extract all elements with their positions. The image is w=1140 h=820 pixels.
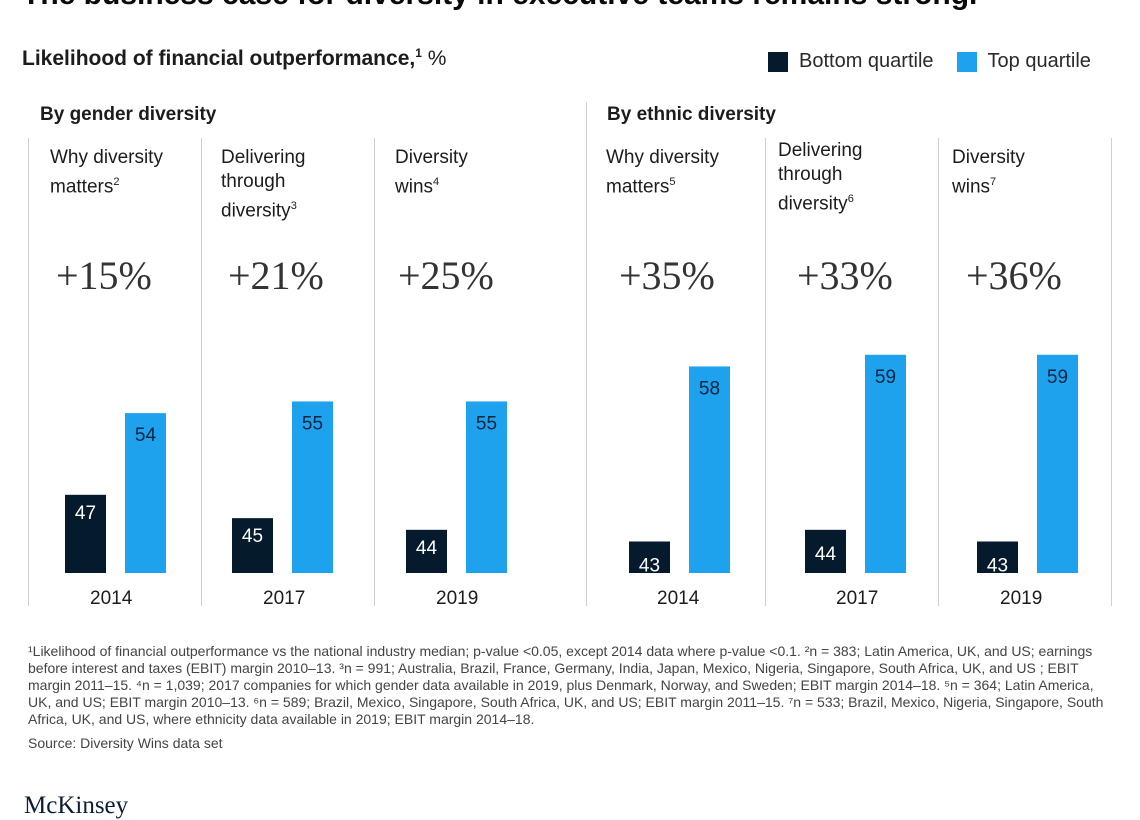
panel-label: Delivering through diversity6: [778, 139, 862, 216]
panel-divider: [765, 138, 766, 606]
bar-value-bottom: 47: [75, 503, 96, 524]
bar-bottom-quartile: [65, 494, 106, 573]
panel-footnote-ref: 3: [290, 200, 297, 212]
group-title-ethnic: By ethnic diversity: [607, 104, 776, 125]
panel-label-line: Delivering: [221, 147, 306, 168]
bar-top-quartile: [125, 413, 166, 573]
outperformance-pct: +35%: [619, 253, 715, 298]
source-note: Source: Diversity Wins data set: [28, 735, 223, 751]
panel-label-line: Diversity: [395, 147, 468, 168]
panel-divider: [28, 138, 29, 606]
year-label: 2017: [836, 588, 879, 609]
panel-footnote-ref: 7: [990, 176, 997, 188]
panel-footnote-ref: 4: [433, 176, 440, 188]
outperformance-pct: +25%: [398, 253, 494, 298]
bar-value-bottom: 43: [987, 555, 1008, 576]
bar-top-quartile: [1037, 354, 1078, 573]
panel-label-line: wins: [395, 176, 434, 198]
panel-label-line: diversity: [221, 200, 291, 222]
bar-value-top: 58: [699, 378, 720, 399]
bar-bottom-quartile: [629, 541, 670, 573]
panel-divider: [938, 138, 939, 606]
bar-value-bottom: 44: [815, 544, 837, 565]
panel-footnote-ref: 5: [669, 176, 676, 188]
panel-label: Diversity wins4: [395, 146, 468, 199]
subtitle-footnote-ref: 1: [415, 46, 422, 60]
outperformance-pct: +33%: [797, 253, 893, 298]
panel-label-line: matters: [606, 176, 670, 198]
panel-label-line: Why diversity: [50, 147, 163, 168]
bar-top-quartile: [292, 401, 333, 573]
panel-label: Why diversity matters2: [50, 146, 163, 199]
bar-value-top: 55: [302, 413, 323, 434]
panel-label: Diversity wins7: [952, 146, 1025, 199]
panel-footnote-ref: 6: [847, 193, 854, 205]
panel-label-line: diversity: [778, 193, 848, 215]
bar-value-top: 59: [875, 367, 896, 388]
panel-label-line: Diversity: [952, 147, 1025, 168]
panel-label-line: wins: [952, 176, 991, 198]
panel-label-line: through: [778, 164, 843, 185]
legend-label-bottom: Bottom quartile: [799, 50, 934, 72]
panel-divider: [374, 138, 375, 606]
panel-divider: [201, 138, 202, 606]
bar-value-bottom: 45: [242, 526, 263, 547]
bar-bottom-quartile: [232, 518, 273, 573]
headline: The business case for diversity in execu…: [22, 0, 977, 12]
bar-value-top: 55: [476, 413, 497, 434]
bar-top-quartile: [865, 354, 906, 573]
bar-value-bottom: 44: [416, 538, 438, 559]
outperformance-pct: +15%: [56, 253, 152, 298]
panel-label-line: through: [221, 171, 286, 192]
bar-value-bottom: 43: [639, 555, 660, 576]
bar-bottom-quartile: [406, 529, 447, 573]
legend-swatch-bottom: [768, 51, 788, 72]
year-label: 2019: [1000, 588, 1043, 609]
outperformance-pct: +36%: [966, 253, 1062, 298]
group-divider: [586, 102, 587, 606]
legend-swatch-top: [956, 51, 977, 72]
year-label: 2017: [263, 588, 306, 609]
panel-label: Why diversity matters5: [606, 146, 719, 199]
year-label: 2014: [657, 588, 700, 609]
subtitle-text: Likelihood of financial outperformance,: [22, 47, 416, 70]
group-title-gender: By gender diversity: [40, 104, 217, 125]
subtitle-unit: %: [427, 47, 447, 70]
chart-subtitle: Likelihood of financial outperformance,1…: [22, 46, 446, 71]
panel-footnote-ref: 2: [113, 176, 120, 188]
bar-top-quartile: [689, 366, 730, 573]
year-label: 2019: [436, 588, 479, 609]
bar-bottom-quartile: [977, 541, 1018, 573]
bar-top-quartile: [466, 401, 507, 573]
panel-label-line: matters: [50, 176, 114, 198]
panel-divider: [1111, 138, 1112, 606]
legend: Bottom quartile Top quartile: [768, 50, 1091, 73]
legend-label-top: Top quartile: [987, 50, 1091, 72]
bar-value-top: 54: [135, 425, 157, 446]
mckinsey-logo: McKinsey: [24, 792, 129, 819]
footnote: ¹Likelihood of financial outperformance …: [28, 643, 1104, 727]
outperformance-pct: +21%: [228, 253, 324, 298]
bar-bottom-quartile: [805, 529, 846, 573]
year-label: 2014: [90, 588, 133, 609]
panel-label-line: Why diversity: [606, 147, 719, 168]
panel-label-line: Delivering: [778, 140, 863, 161]
bar-value-top: 59: [1047, 367, 1068, 388]
panel-label: Delivering through diversity3: [221, 146, 305, 223]
